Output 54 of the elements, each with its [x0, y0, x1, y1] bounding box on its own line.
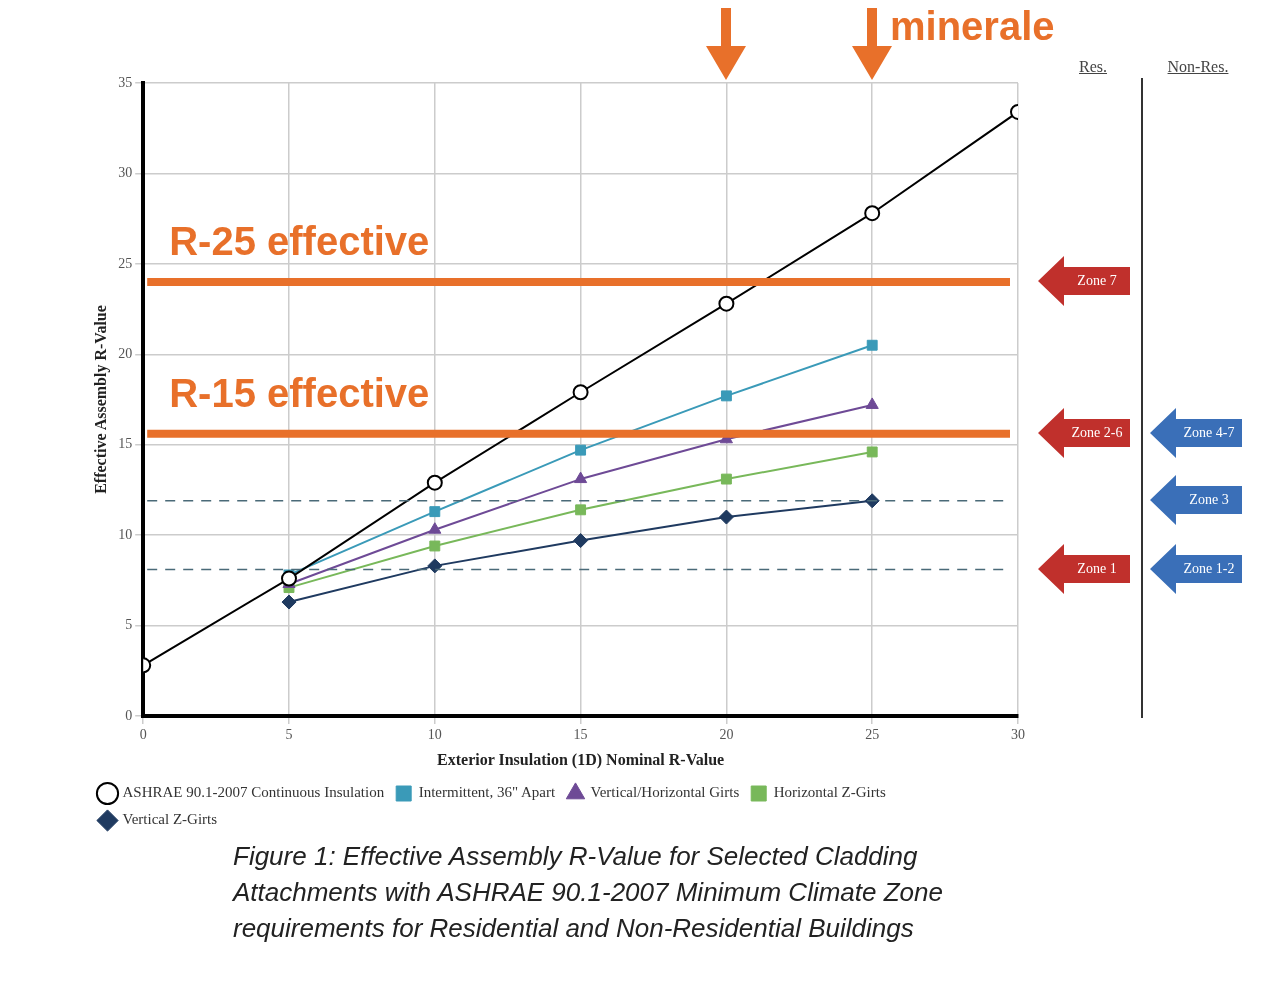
- y-tick-label: 10: [118, 526, 133, 542]
- x-tick-label: 10: [427, 727, 442, 743]
- y-tick-label: 5: [125, 617, 133, 633]
- point: [718, 509, 734, 525]
- ref-line-label: R-25 effective: [169, 218, 430, 263]
- text: Zone 3: [1188, 491, 1230, 509]
- point: [281, 594, 297, 610]
- point: [866, 446, 878, 458]
- text: Zone 2-6: [1070, 424, 1124, 442]
- legend-label: ASHRAE 90.1-2007 Continuous Insulation: [122, 784, 385, 801]
- x-tick-label: 5: [285, 727, 293, 743]
- point: [281, 570, 297, 587]
- point: [574, 471, 588, 484]
- y-tick-label: 30: [118, 165, 133, 181]
- point: [426, 474, 443, 491]
- text: Non-Res.: [1166, 58, 1230, 76]
- point: [720, 390, 732, 402]
- point: [866, 339, 878, 351]
- x-tick-label: 25: [865, 727, 880, 743]
- text: Zone 4-7: [1182, 424, 1236, 442]
- x-tick-label: 0: [139, 727, 147, 743]
- y-tick-label: 0: [125, 707, 133, 723]
- legend-label: Vertical Z-Girts: [122, 811, 218, 828]
- point: [575, 504, 587, 516]
- y-tick-label: 15: [118, 436, 133, 452]
- point: [429, 506, 441, 518]
- x-tick-label: 20: [719, 727, 734, 743]
- legend-label: Intermittent, 36" Apart: [418, 784, 557, 801]
- point: [865, 397, 879, 409]
- x-tick-label: 15: [573, 727, 588, 743]
- caption: Figure 1: Effective Assembly R-Value for Selected Cladding Attachments with ASHRAE 90.1-2007 Minimum Climate Zone requirements for Residential and Non-Residential Buildings: [233, 840, 944, 945]
- legend-label: Vertical/Horizontal Girts: [590, 784, 740, 801]
- point: [575, 444, 587, 456]
- point: [428, 522, 442, 534]
- legend-label: Horizontal Z-Girts: [773, 784, 886, 801]
- text: Zone 1-2: [1182, 560, 1236, 578]
- x-axis-title: Exterior Insulation (1D) Nominal R-Value: [437, 750, 725, 769]
- ref-line-label: R-15 effective: [169, 370, 430, 415]
- y-tick-label: 20: [118, 345, 133, 361]
- y-tick-label: 35: [118, 74, 133, 90]
- y-tick-label: 25: [118, 255, 133, 271]
- text: Res.: [1078, 58, 1108, 76]
- text: minerale: [890, 3, 1055, 50]
- point: [573, 533, 589, 549]
- point: [720, 473, 732, 485]
- text: Zone 1: [1076, 560, 1118, 578]
- y-axis-title: Effective Assembly R-Value: [91, 305, 110, 494]
- point: [718, 295, 735, 312]
- point: [572, 384, 589, 401]
- x-tick-label: 30: [1011, 727, 1025, 743]
- point: [427, 558, 443, 574]
- text: Zone 7: [1076, 272, 1118, 290]
- point: [864, 205, 881, 222]
- point: [429, 540, 441, 552]
